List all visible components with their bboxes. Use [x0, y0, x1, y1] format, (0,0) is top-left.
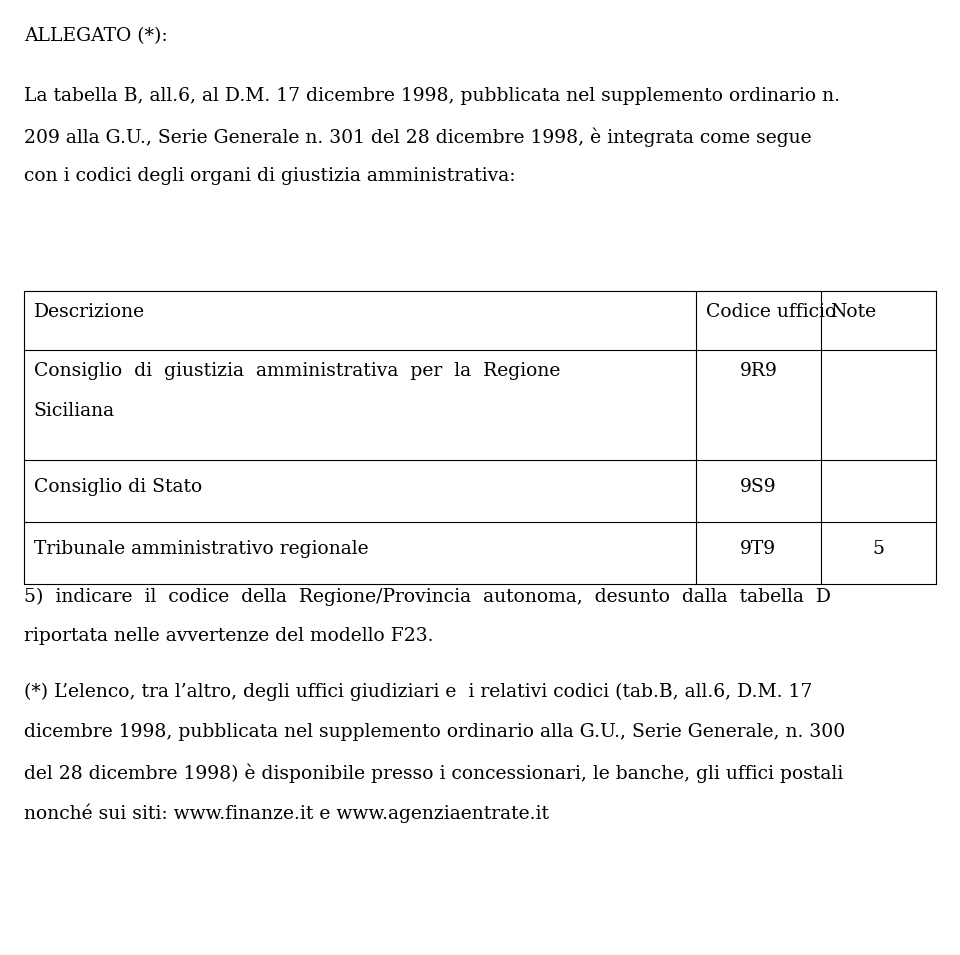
Text: 9S9: 9S9 — [740, 478, 777, 496]
Text: del 28 dicembre 1998) è disponibile presso i concessionari, le banche, gli uffic: del 28 dicembre 1998) è disponibile pres… — [24, 763, 843, 782]
Text: 209 alla G.U., Serie Generale n. 301 del 28 dicembre 1998, è integrata come segu: 209 alla G.U., Serie Generale n. 301 del… — [24, 127, 811, 146]
Text: nonché sui siti: www.finanze.it e www.agenziaentrate.it: nonché sui siti: www.finanze.it e www.ag… — [24, 803, 549, 822]
Text: Tribunale amministrativo regionale: Tribunale amministrativo regionale — [34, 540, 369, 558]
Text: dicembre 1998, pubblicata nel supplemento ordinario alla G.U., Serie Generale, n: dicembre 1998, pubblicata nel supplement… — [24, 723, 845, 741]
Text: Consiglio  di  giustizia  amministrativa  per  la  Regione: Consiglio di giustizia amministrativa pe… — [34, 362, 560, 380]
Text: Siciliana: Siciliana — [34, 402, 115, 420]
Text: riportata nelle avvertenze del modello F23.: riportata nelle avvertenze del modello F… — [24, 627, 434, 646]
Text: 9R9: 9R9 — [739, 362, 778, 380]
Text: (*) L’elenco, tra l’altro, degli uffici giudiziari e  i relativi codici (tab.B, : (*) L’elenco, tra l’altro, degli uffici … — [24, 683, 812, 701]
Text: La tabella B, all.6, al D.M. 17 dicembre 1998, pubblicata nel supplemento ordina: La tabella B, all.6, al D.M. 17 dicembre… — [24, 87, 840, 105]
Text: ALLEGATO (*):: ALLEGATO (*): — [24, 27, 168, 45]
Text: con i codici degli organi di giustizia amministrativa:: con i codici degli organi di giustizia a… — [24, 167, 516, 185]
Text: Note: Note — [830, 303, 876, 321]
Text: Descrizione: Descrizione — [34, 303, 145, 321]
Text: 5: 5 — [873, 540, 884, 558]
Text: 5)  indicare  il  codice  della  Regione/Provincia  autonoma,  desunto  dalla  t: 5) indicare il codice della Regione/Prov… — [24, 587, 831, 605]
Text: Consiglio di Stato: Consiglio di Stato — [34, 478, 202, 496]
Text: 9T9: 9T9 — [740, 540, 777, 558]
Text: Codice ufficio: Codice ufficio — [706, 303, 836, 321]
